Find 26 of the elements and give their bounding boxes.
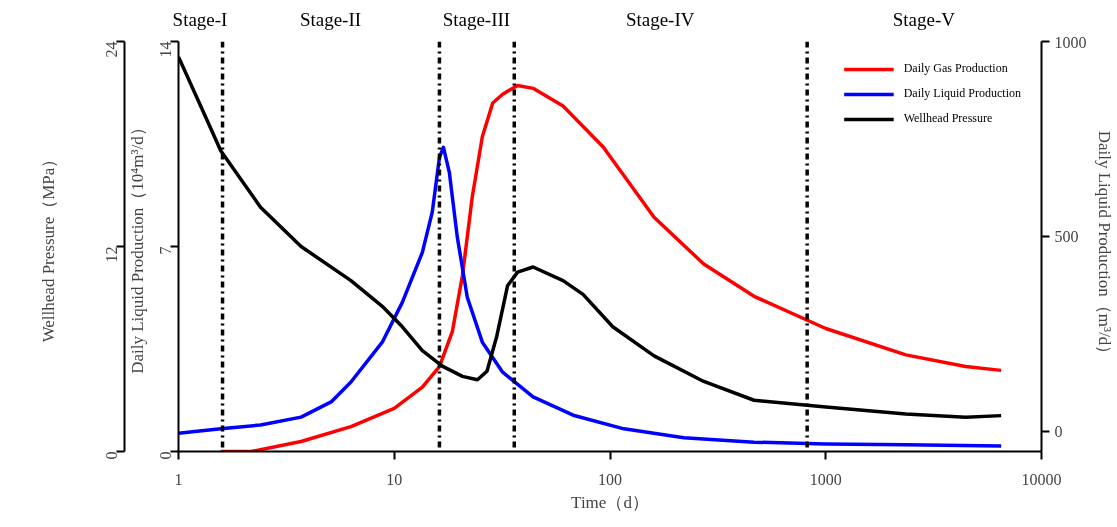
y-axis-title: Daily Liquid Production（10⁴m³/d） — [127, 119, 147, 374]
x-tick-label: 10 — [386, 470, 403, 488]
x-tick-label: 1000 — [809, 470, 842, 488]
legend-label: Daily Gas Production — [903, 61, 1008, 76]
y-tick-label: 0 — [157, 451, 174, 460]
text: Stage-IV — [625, 8, 695, 32]
text: Stage-II — [299, 8, 362, 32]
x-tick-label: 1 — [174, 470, 183, 488]
text: Stage-III — [442, 8, 511, 32]
text: Stage-I — [172, 8, 228, 32]
y-tick-label: 7 — [157, 246, 174, 255]
y-tick-label: 14 — [157, 41, 174, 58]
x-tick-label: 100 — [598, 470, 622, 488]
x-tick-label: 10000 — [1021, 470, 1062, 488]
y3-axis-title: Wellhead Pressure（MPa） — [38, 150, 58, 343]
y2-tick-label: 1000 — [1054, 33, 1087, 51]
y2-tick-label: 0 — [1054, 423, 1063, 441]
y3-tick-label: 24 — [103, 41, 120, 58]
legend-label: Daily Liquid Production — [903, 86, 1021, 101]
text: Stage-V — [892, 8, 955, 32]
y3-tick-label: 12 — [103, 246, 120, 263]
y2-tick-label: 500 — [1054, 228, 1079, 246]
legend-label: Wellhead Pressure — [903, 111, 993, 126]
y3-tick-label: 0 — [103, 451, 120, 460]
y2-axis-title: Daily Liquid Production（m³/d） — [1094, 130, 1114, 363]
x-axis-title: Time（d） — [571, 492, 649, 512]
